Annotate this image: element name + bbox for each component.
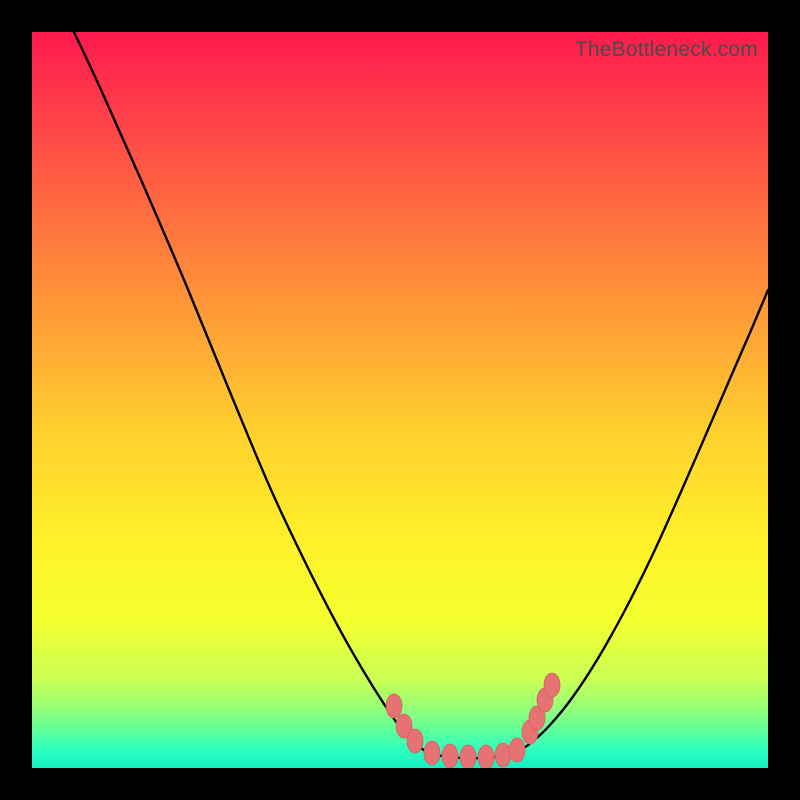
- data-marker: [442, 744, 458, 768]
- plot-area: TheBottleneck.com: [32, 32, 768, 768]
- chart-frame: TheBottleneck.com: [0, 0, 800, 800]
- data-marker: [424, 741, 440, 765]
- bottleneck-curve: [32, 32, 768, 768]
- watermark-text: TheBottleneck.com: [575, 38, 758, 62]
- data-marker: [460, 745, 476, 768]
- data-marker: [509, 738, 525, 762]
- data-marker: [407, 729, 423, 753]
- data-marker: [544, 673, 560, 697]
- data-marker: [495, 743, 511, 767]
- data-marker: [386, 694, 402, 718]
- data-marker: [478, 745, 494, 768]
